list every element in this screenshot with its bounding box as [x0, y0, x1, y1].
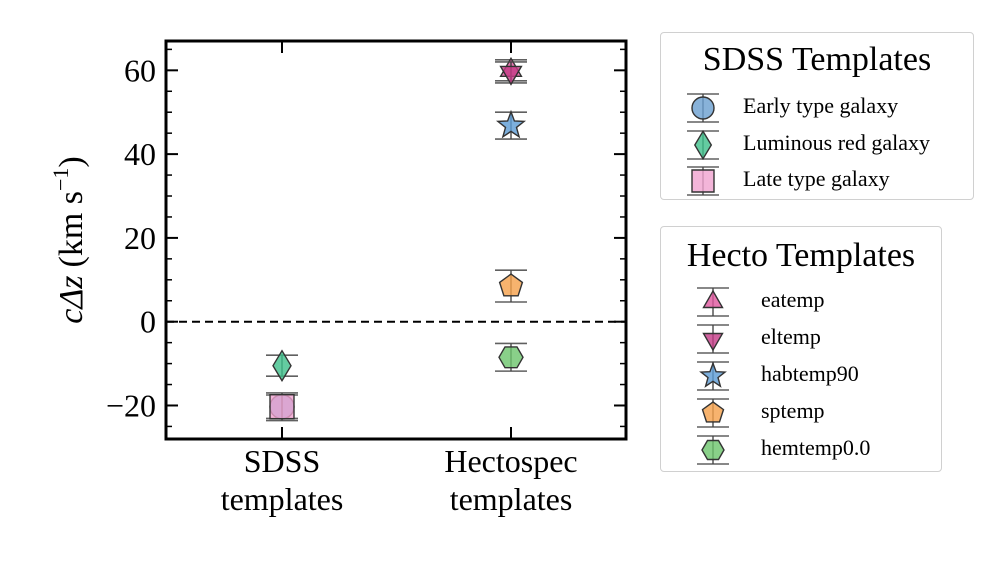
- legend-marker-hemtemp: [697, 435, 729, 465]
- legend-label-habtemp90: habtemp90: [761, 361, 859, 386]
- y-tick-label-1: 0: [140, 304, 156, 340]
- x-category-label-line2-0: templates: [221, 481, 344, 517]
- y-tick-label-4: 60: [124, 52, 156, 88]
- legend-marker-eltemp: [697, 324, 729, 354]
- plot-frame: [164, 39, 628, 441]
- legend-marker-sptemp: [697, 398, 729, 428]
- y-tick-label-0: −20: [106, 387, 156, 423]
- legend-symbol-luminous-red-galaxy: [693, 129, 713, 161]
- legend-label-eltemp: eltemp: [761, 324, 821, 349]
- legend-symbol-eatemp: [702, 289, 724, 309]
- legend-hecto-title: Hecto Templates: [686, 237, 916, 274]
- y-axis-label-exp: −1: [48, 168, 73, 191]
- legend-label-early-type: Early type galaxy: [743, 93, 899, 118]
- legend-symbol-late-type-galaxy: [691, 169, 715, 193]
- legend-hecto: Hecto Templates eatemp eltemp habtemp90 …: [660, 226, 942, 472]
- legend-label-sptemp: sptemp: [761, 398, 825, 423]
- legend-sdss: SDSS Templates Early type galaxy Luminou…: [660, 32, 974, 200]
- point-late-type-galaxy: [269, 394, 295, 420]
- y-axis-label-main: cΔz: [53, 275, 90, 323]
- y-axis-label: cΔz (km s−1): [48, 156, 90, 324]
- point-sptemp: [498, 273, 524, 297]
- legend-marker-late-type: [687, 166, 719, 196]
- x-category-label-line1-0: SDSS: [244, 443, 321, 479]
- legend-symbol-eltemp: [702, 332, 724, 352]
- point-habtemp90: [495, 109, 527, 139]
- y-tick-label-2: 20: [124, 220, 156, 256]
- legend-marker-luminous-red: [687, 129, 719, 161]
- y-tick-label-3: 40: [124, 136, 156, 172]
- legend-marker-habtemp90: [697, 361, 729, 391]
- legend-symbol-habtemp90: [699, 361, 727, 388]
- legend-marker-early-type: [687, 93, 719, 123]
- point-hemtemp0-0: [498, 346, 524, 369]
- legend-label-hemtemp: hemtemp0.0: [761, 435, 871, 460]
- legend-symbol-early-type-galaxy: [691, 96, 715, 120]
- legend-marker-eatemp: [697, 287, 729, 317]
- point-luminous-red-galaxy: [272, 349, 292, 383]
- legend-sdss-title: SDSS Templates: [702, 41, 932, 78]
- legend-label-eatemp: eatemp: [761, 287, 825, 312]
- point-eltemp: [499, 65, 523, 86]
- legend-symbol-hemtemp0-0: [701, 439, 725, 461]
- legend-symbol-sptemp: [701, 401, 725, 423]
- x-category-label-line1-1: Hectospec: [444, 443, 577, 479]
- legend-label-luminous-red: Luminous red galaxy: [743, 130, 930, 155]
- legend-label-late-type: Late type galaxy: [743, 166, 890, 191]
- y-axis-label-unit: (km s: [53, 191, 90, 268]
- y-axis-label-close: ): [53, 156, 90, 167]
- plot-area: −200204060SDSStemplatesHectospectemplate…: [106, 39, 628, 517]
- x-category-label-line2-1: templates: [450, 481, 573, 517]
